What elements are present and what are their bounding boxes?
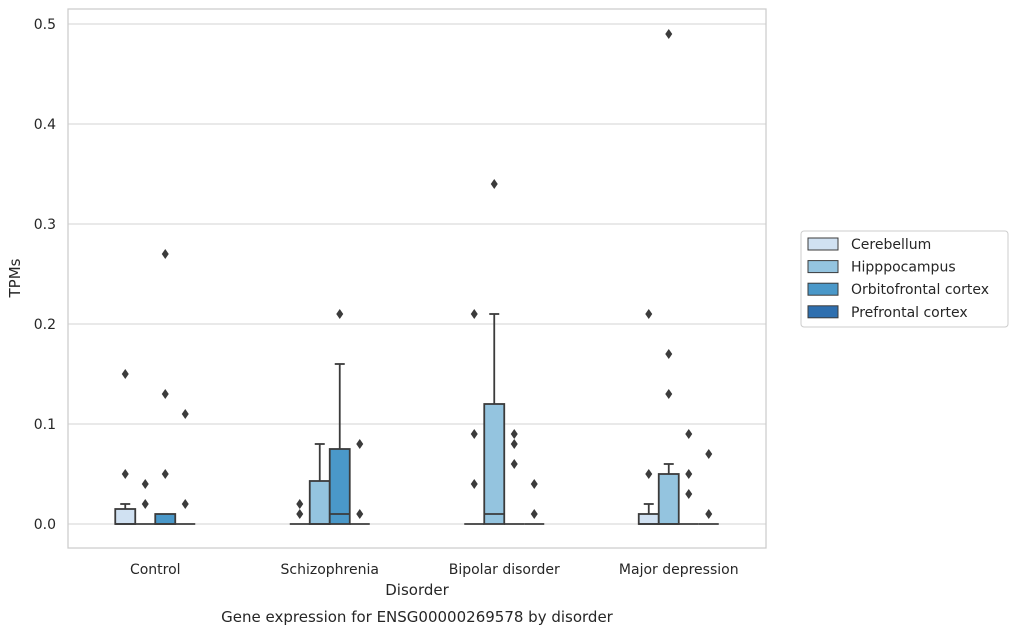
legend-label: Hipppocampus — [851, 260, 956, 276]
box — [464, 309, 485, 525]
outlier-point — [161, 469, 169, 479]
outlier-point — [645, 469, 653, 479]
legend-swatch — [807, 260, 839, 274]
box-body — [483, 403, 506, 525]
outlier-point — [121, 369, 129, 379]
legend-swatch — [807, 305, 839, 319]
outlier-point — [530, 479, 538, 489]
outlier-point — [510, 439, 518, 449]
box — [175, 409, 196, 525]
outlier-point — [530, 509, 538, 519]
legend-frame — [800, 230, 1009, 328]
x-tick-label: Control — [130, 562, 181, 578]
box-body — [328, 448, 351, 525]
y-tick-label: 0.5 — [34, 17, 56, 33]
outlier-point — [510, 459, 518, 469]
x-tick-label: Major depression — [619, 562, 739, 578]
outlier-point — [665, 349, 673, 359]
legend-label: Orbitofrontal cortex — [851, 282, 989, 298]
outlier-point — [296, 509, 304, 519]
outlier-point — [705, 509, 713, 519]
legend: Cerebellum Hipppocampus Orbitofrontal cort… — [800, 230, 1009, 328]
outlier-point — [685, 429, 693, 439]
gridlines — [68, 23, 766, 525]
y-tick-label: 0.2 — [34, 317, 56, 333]
box-series — [114, 29, 719, 525]
outlier-point — [470, 309, 478, 319]
plot-frame — [67, 8, 767, 549]
outlier-point — [705, 449, 713, 459]
y-tick-label: 0.0 — [34, 517, 56, 533]
x-axis-label: Disorder — [385, 581, 449, 599]
box — [114, 369, 137, 525]
box — [678, 429, 699, 525]
box — [657, 29, 680, 525]
box-body — [114, 508, 137, 525]
x-tick-label: Bipolar disorder — [449, 562, 560, 578]
outlier-point — [510, 429, 518, 439]
outlier-point — [685, 489, 693, 499]
y-tick-label: 0.3 — [34, 217, 56, 233]
outlier-point — [336, 309, 344, 319]
outlier-point — [141, 479, 149, 489]
x-tick-label: Schizophrenia — [281, 562, 379, 578]
outlier-point — [356, 509, 364, 519]
legend-swatch — [807, 237, 839, 251]
outlier-point — [161, 249, 169, 259]
box — [637, 309, 660, 525]
box — [135, 479, 156, 525]
outlier-point — [490, 179, 498, 189]
legend-label: Prefrontal cortex — [851, 305, 968, 321]
y-axis-label: TPMs — [6, 258, 24, 298]
box — [698, 449, 719, 525]
box — [328, 309, 351, 525]
box — [349, 439, 370, 525]
y-tick-label: 0.4 — [34, 117, 56, 133]
legend-label: Cerebellum — [851, 237, 931, 253]
box-body — [657, 473, 680, 525]
outlier-point — [665, 29, 673, 39]
y-tick-label: 0.1 — [34, 417, 56, 433]
box — [308, 443, 331, 525]
box-body — [308, 480, 331, 525]
outlier-point — [356, 439, 364, 449]
outlier-point — [161, 389, 169, 399]
outlier-point — [665, 389, 673, 399]
legend-swatch — [807, 282, 839, 296]
chart-caption: Gene expression for ENSG00000269578 by d… — [221, 608, 614, 626]
outlier-point — [470, 479, 478, 489]
outlier-point — [141, 499, 149, 509]
box-body — [154, 513, 177, 525]
outlier-point — [181, 499, 189, 509]
tick-labels: 0.0 0.1 0.2 0.3 0.4 0.5 Control Schizophrenia Bi… — [34, 17, 739, 578]
outlier-point — [470, 429, 478, 439]
outlier-point — [181, 409, 189, 419]
outlier-point — [121, 469, 129, 479]
outlier-point — [645, 309, 653, 319]
box — [154, 249, 177, 525]
box — [289, 499, 310, 525]
box — [524, 479, 545, 525]
outlier-point — [296, 499, 304, 509]
box — [504, 429, 525, 525]
box-body — [637, 513, 660, 525]
outlier-point — [685, 469, 693, 479]
box — [483, 179, 506, 525]
